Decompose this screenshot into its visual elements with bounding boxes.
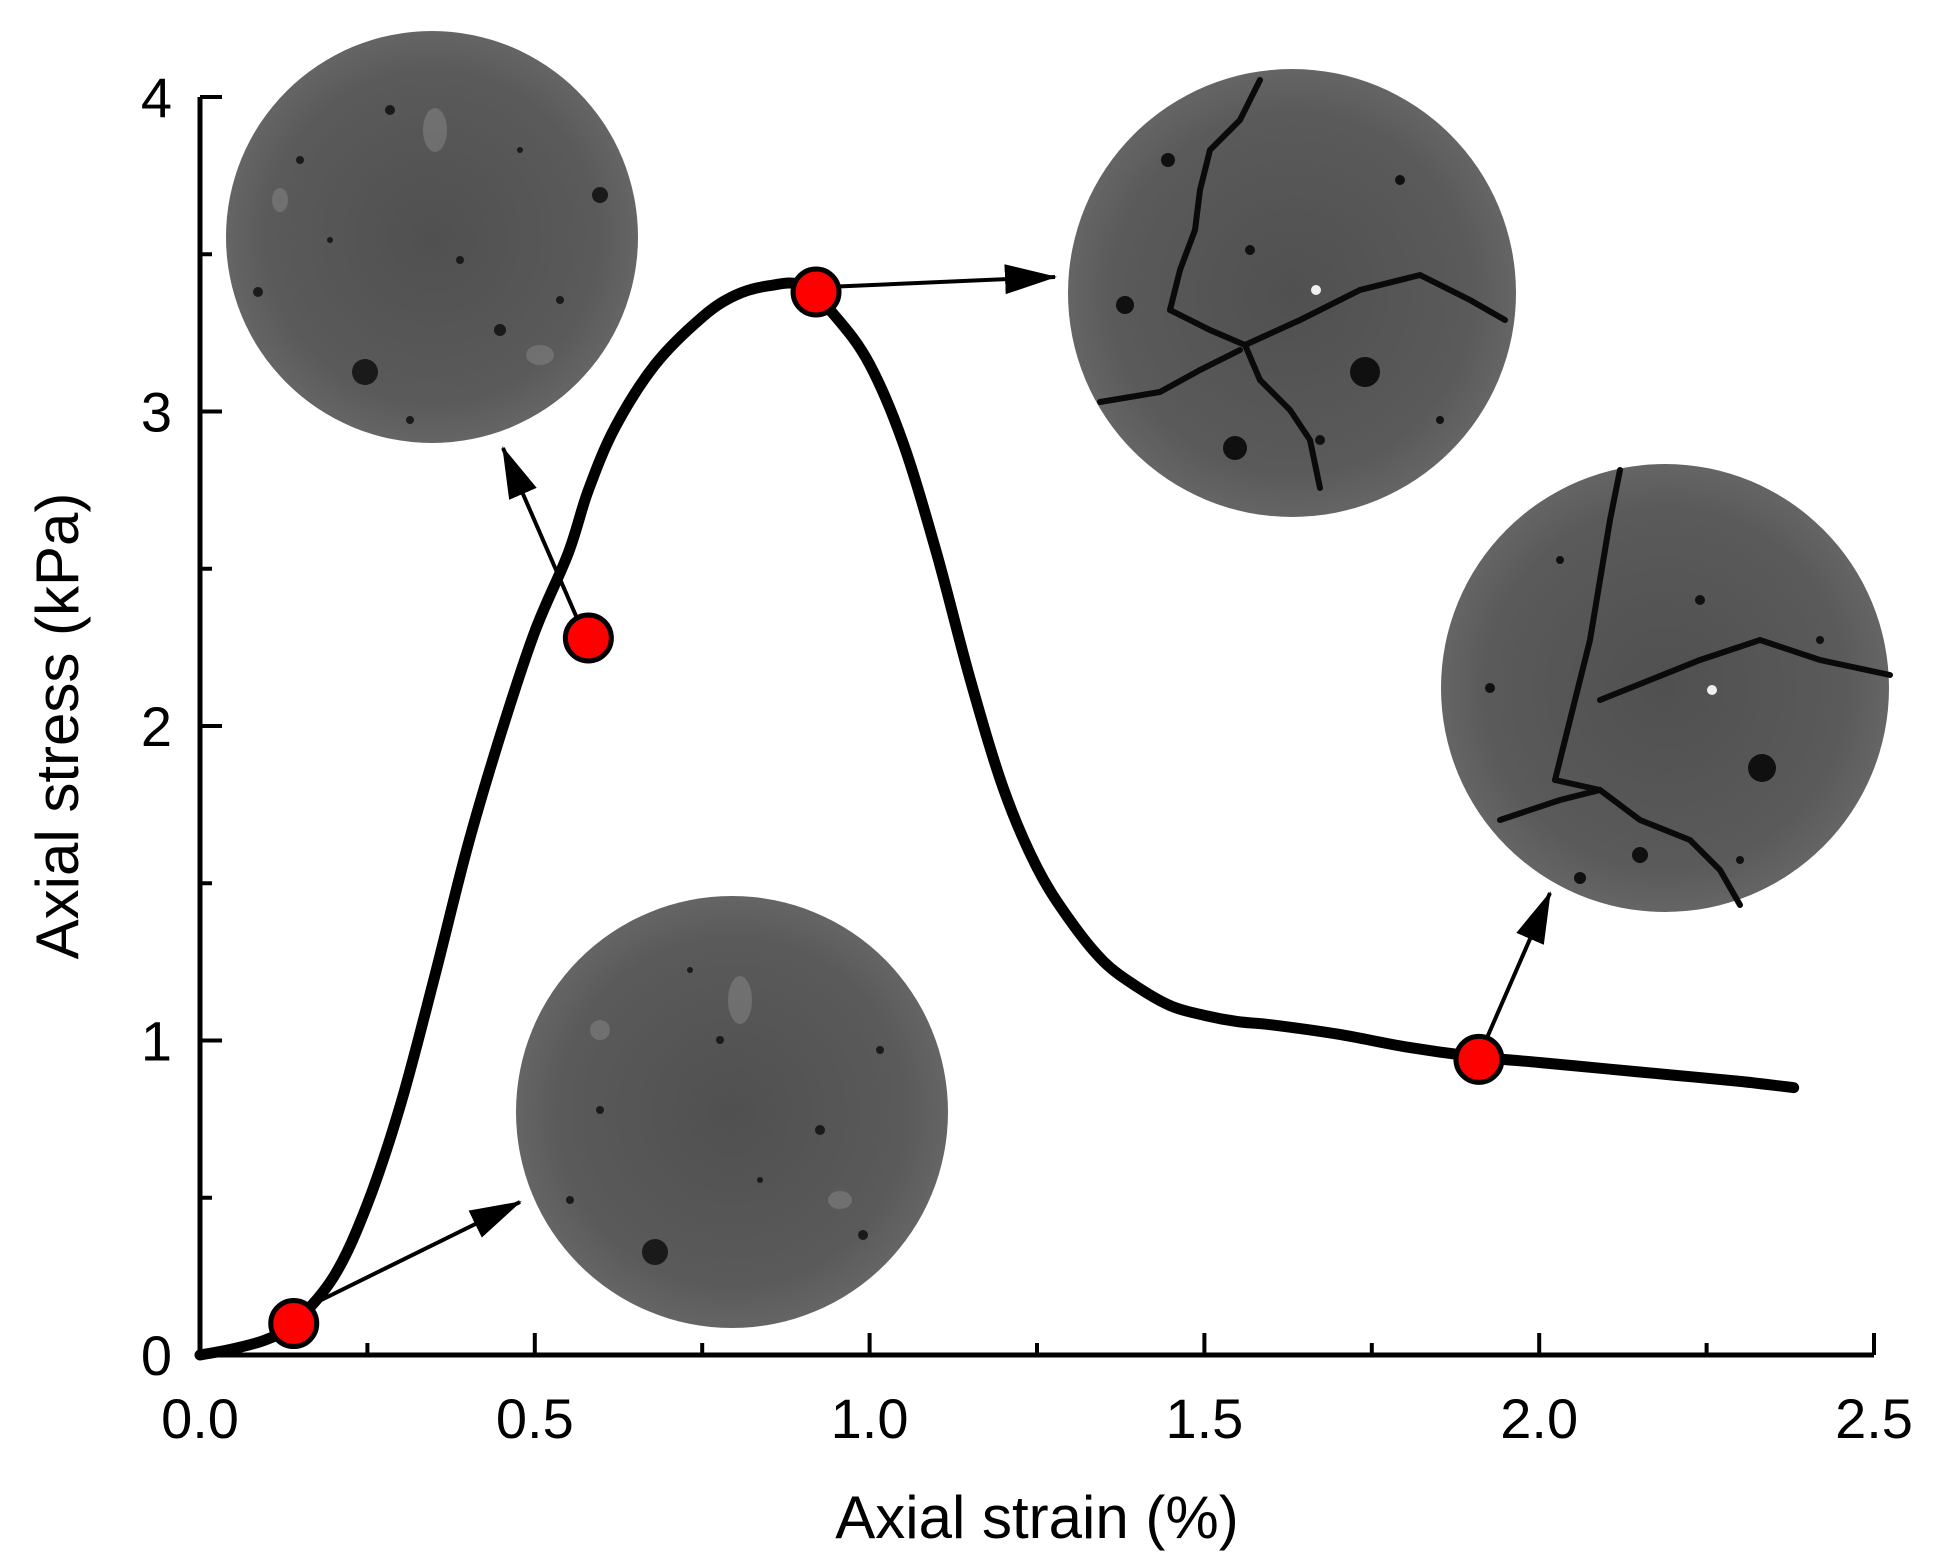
data-marker-3 <box>790 266 842 318</box>
y-tick-label: 4 <box>141 66 172 129</box>
y-tick-label: 0 <box>141 1324 172 1387</box>
plot-area: 0.0 0.5 1.0 1.5 2.0 2.5 0 1 2 3 4 <box>141 66 1913 1450</box>
x-tick-label: 1.5 <box>1165 1387 1243 1450</box>
data-marker-1 <box>268 1298 320 1350</box>
y-tick-labels: 0 1 2 3 4 <box>141 66 172 1387</box>
data-marker-4 <box>1453 1033 1505 1085</box>
ct-scan-inset-3 <box>1068 69 1516 517</box>
arrow-to-inset-1 <box>501 446 585 633</box>
x-axis-title: Axial strain (%) <box>835 1484 1238 1551</box>
x-ticks <box>198 1333 1876 1355</box>
inset-arrows <box>304 264 1552 1310</box>
x-tick-label: 0.0 <box>161 1387 239 1450</box>
scan-pores <box>253 105 608 424</box>
arrow-to-inset-2 <box>304 1200 522 1310</box>
y-tick-label: 1 <box>141 1010 172 1073</box>
x-tick-label: 1.0 <box>831 1387 909 1450</box>
data-marker-2 <box>562 612 614 664</box>
ct-scan-inset-2 <box>516 896 948 1328</box>
y-tick-label: 3 <box>141 381 172 444</box>
x-tick-labels: 0.0 0.5 1.0 1.5 2.0 2.5 <box>161 1387 1913 1450</box>
y-ticks <box>200 95 222 1357</box>
x-tick-label: 2.0 <box>1500 1387 1578 1450</box>
ct-scan-inset-1 <box>226 31 638 443</box>
y-tick-label: 2 <box>141 695 172 758</box>
y-axis-title: Axial stress (kPa) <box>24 493 91 960</box>
arrow-to-inset-4 <box>1484 891 1552 1041</box>
stress-strain-curve <box>194 277 1800 1361</box>
arrow-to-inset-3 <box>825 264 1057 295</box>
ct-scan-inset-4 <box>1441 464 1893 912</box>
x-tick-label: 2.5 <box>1835 1387 1913 1450</box>
data-markers <box>268 266 1505 1350</box>
x-tick-label: 0.5 <box>496 1387 574 1450</box>
